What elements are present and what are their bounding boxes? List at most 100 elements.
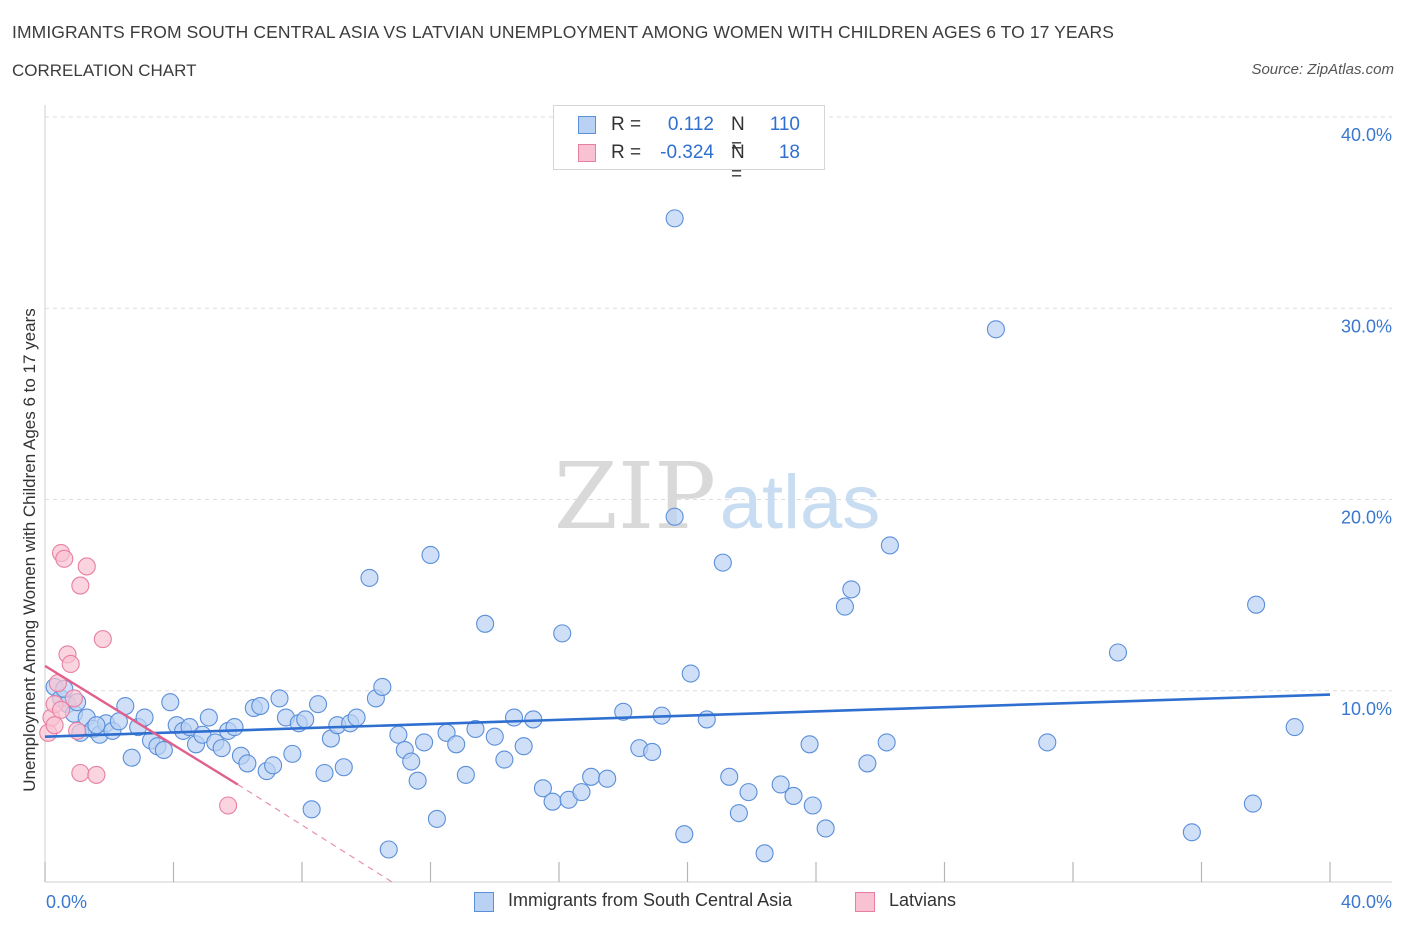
data-point-immigrants bbox=[238, 754, 257, 773]
x-tick-label: 40.0% bbox=[1341, 892, 1392, 912]
y-tick-label: 20.0% bbox=[1341, 508, 1392, 528]
data-point-latvians bbox=[87, 765, 106, 784]
n-label: N = bbox=[731, 114, 745, 157]
data-point-immigrants bbox=[421, 545, 440, 565]
data-point-immigrants bbox=[755, 844, 774, 863]
data-point-immigrants bbox=[296, 710, 315, 729]
data-point-immigrants bbox=[842, 580, 861, 599]
data-point-immigrants bbox=[466, 719, 485, 739]
data-point-latvians bbox=[77, 557, 96, 576]
data-point-immigrants bbox=[334, 758, 353, 777]
data-point-immigrants bbox=[251, 696, 270, 716]
data-point-immigrants bbox=[771, 775, 790, 794]
chart-subtitle: CORRELATION CHART bbox=[12, 61, 197, 80]
n-label: N = bbox=[731, 142, 745, 185]
data-point-immigrants bbox=[225, 718, 244, 737]
correlation-legend: R = 0.112 N = 110 R = -0.324 N = 18 bbox=[553, 105, 825, 185]
data-point-immigrants bbox=[402, 752, 421, 771]
r-value: 0.112 bbox=[667, 114, 714, 135]
data-point-immigrants bbox=[681, 664, 700, 683]
data-point-immigrants bbox=[582, 767, 601, 786]
tick-labels: 10.0% 20.0% 30.0% 40.0% 0.0% 40.0% bbox=[46, 125, 1392, 912]
data-point-immigrants bbox=[347, 708, 366, 727]
data-point-latvians bbox=[93, 630, 112, 649]
grid-lines bbox=[45, 116, 1392, 692]
data-point-immigrants bbox=[816, 819, 835, 838]
data-point-immigrants bbox=[309, 695, 328, 714]
r-label: R = bbox=[611, 114, 642, 135]
data-point-latvians bbox=[71, 763, 90, 783]
n-value: 110 bbox=[769, 114, 800, 135]
source-credit: Source: ZipAtlas.com bbox=[1251, 61, 1394, 78]
series-pink-points bbox=[39, 543, 238, 815]
watermark: ZIP atlas bbox=[554, 443, 880, 550]
data-point-immigrants bbox=[877, 733, 896, 752]
data-point-immigrants bbox=[427, 809, 446, 828]
data-point-immigrants bbox=[504, 708, 524, 727]
data-point-immigrants bbox=[199, 708, 218, 727]
data-point-immigrants bbox=[643, 742, 662, 762]
r-value: -0.324 bbox=[660, 142, 714, 163]
data-point-immigrants bbox=[495, 750, 514, 769]
data-point-latvians bbox=[219, 796, 238, 815]
data-point-latvians bbox=[61, 654, 80, 674]
axes bbox=[44, 105, 1392, 883]
data-point-immigrants bbox=[803, 796, 822, 815]
trend-line-immigrants bbox=[44, 693, 1331, 738]
trend-lines bbox=[44, 664, 1331, 883]
data-point-immigrants bbox=[1247, 595, 1266, 614]
data-point-immigrants bbox=[543, 792, 562, 811]
y-tick-label: 30.0% bbox=[1341, 316, 1392, 336]
data-point-immigrants bbox=[675, 825, 694, 844]
data-point-immigrants bbox=[553, 624, 572, 643]
data-point-immigrants bbox=[614, 702, 633, 721]
data-point-immigrants bbox=[447, 735, 466, 754]
trend-line-latvians bbox=[44, 664, 239, 786]
data-point-immigrants bbox=[1038, 733, 1057, 752]
data-point-immigrants bbox=[720, 767, 739, 786]
n-value: 18 bbox=[778, 142, 800, 163]
data-point-immigrants bbox=[315, 763, 334, 783]
data-point-immigrants bbox=[858, 754, 877, 773]
data-point-immigrants bbox=[389, 725, 408, 744]
data-point-immigrants bbox=[456, 765, 475, 784]
watermark-zip: ZIP bbox=[554, 443, 716, 550]
y-axis-label: Unemployment Among Women with Children A… bbox=[20, 308, 39, 792]
data-point-immigrants bbox=[476, 614, 495, 633]
data-point-immigrants bbox=[161, 693, 180, 712]
data-point-immigrants bbox=[122, 748, 141, 767]
data-point-immigrants bbox=[270, 689, 289, 708]
legend-label: Latvians bbox=[889, 890, 957, 910]
data-point-immigrants bbox=[360, 568, 379, 587]
data-point-immigrants bbox=[1182, 823, 1201, 842]
data-point-latvians bbox=[45, 716, 64, 735]
data-point-immigrants bbox=[1243, 794, 1262, 813]
data-point-immigrants bbox=[713, 553, 732, 572]
data-point-immigrants bbox=[212, 739, 231, 758]
data-point-immigrants bbox=[109, 712, 128, 731]
y-axis-label-group: Unemployment Among Women with Children A… bbox=[20, 308, 39, 792]
data-point-immigrants bbox=[408, 771, 427, 790]
data-point-immigrants bbox=[1108, 643, 1128, 662]
y-tick-label: 40.0% bbox=[1341, 125, 1392, 145]
legend-swatch-pink bbox=[578, 144, 596, 162]
data-point-immigrants bbox=[598, 769, 617, 788]
data-point-latvians bbox=[71, 576, 90, 595]
data-point-immigrants bbox=[379, 840, 398, 859]
data-point-immigrants bbox=[154, 740, 173, 760]
data-point-immigrants bbox=[283, 744, 302, 763]
data-point-immigrants bbox=[835, 597, 854, 616]
legend-swatch-blue bbox=[578, 116, 596, 134]
r-label: R = bbox=[611, 142, 642, 163]
legend-swatch-blue bbox=[474, 892, 494, 912]
data-point-immigrants bbox=[87, 716, 106, 735]
data-point-immigrants bbox=[880, 536, 899, 555]
legend-label: Immigrants from South Central Asia bbox=[508, 890, 793, 910]
watermark-atlas: atlas bbox=[720, 460, 881, 545]
data-point-immigrants bbox=[373, 677, 392, 696]
data-point-immigrants bbox=[784, 786, 803, 805]
data-point-immigrants bbox=[665, 209, 684, 228]
data-point-immigrants bbox=[415, 733, 434, 752]
data-point-immigrants bbox=[514, 737, 533, 756]
